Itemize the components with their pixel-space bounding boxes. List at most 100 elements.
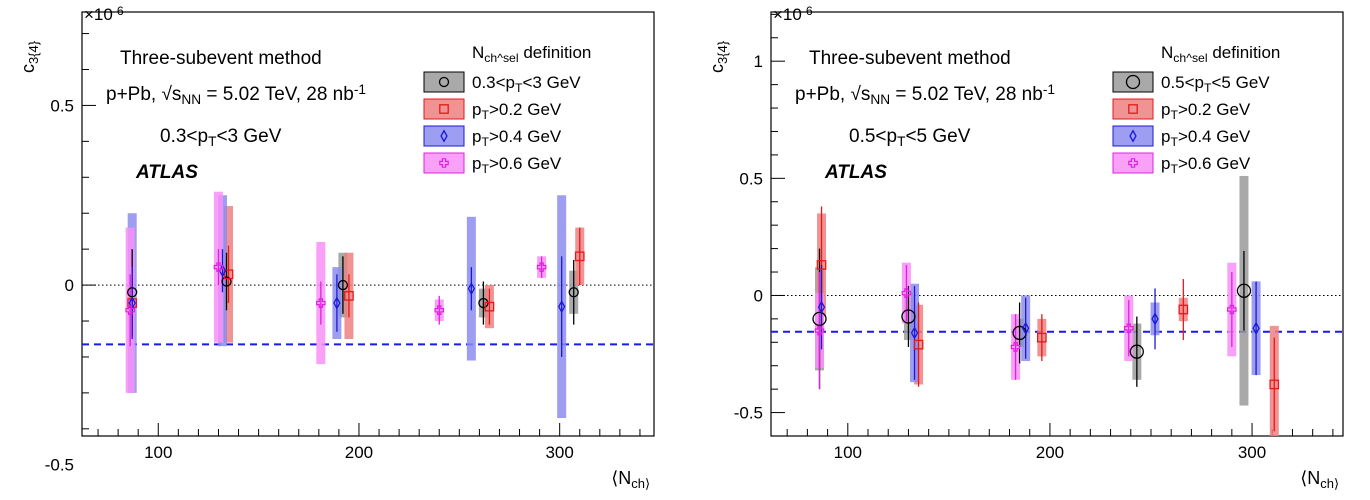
series-1-point (901, 309, 916, 324)
legend-entry-3: pT>0.4 GeV (1112, 125, 1251, 149)
legend-swatch (1112, 71, 1154, 93)
y-tick-label: -0.5 (734, 404, 763, 423)
series-3-point (467, 282, 476, 296)
x-tick-label: 100 (834, 443, 862, 462)
series-4-point (1010, 342, 1021, 352)
series-2-point (1036, 332, 1047, 343)
y-axis-title: c3{4} (707, 40, 730, 73)
annotation-pt-range: 0.3<pT<3 GeV (160, 126, 282, 149)
legend-swatch (423, 71, 465, 93)
plot-frame (770, 11, 1344, 437)
legend-label: pT>0.4 GeV (472, 127, 562, 149)
series-2-point (816, 260, 827, 270)
legend-label: pT>0.6 GeV (472, 154, 562, 176)
series-4-point (213, 262, 224, 272)
series-4-point (434, 305, 445, 316)
series-4-point (125, 305, 135, 316)
y-tick-label: 0 (65, 276, 74, 295)
series-3-point (1021, 321, 1030, 335)
legend-entry-2: pT>0.2 GeV (423, 98, 562, 122)
legend-label: pT>0.6 GeV (1161, 154, 1251, 176)
legend-label: pT>0.2 GeV (472, 100, 562, 122)
series-4-point (1227, 304, 1237, 315)
series-4-point (316, 298, 326, 308)
annotation-collision: p+Pb, √sNN = 5.02 TeV, 28 nb-1 (106, 82, 366, 107)
series-3-point (1151, 312, 1159, 326)
legend-marker (1125, 74, 1141, 90)
annotation-pt-range: 0.5<pT<5 GeV (849, 126, 971, 149)
x-axis-title: ⟨Nch⟩ (1300, 468, 1339, 491)
legend-marker (439, 104, 449, 114)
legend-swatch (1112, 98, 1154, 120)
legend-swatch (423, 152, 465, 174)
annotation-collision: p+Pb, √sNN = 5.02 TeV, 28 nb-1 (795, 82, 1055, 107)
series-3-point (557, 300, 566, 314)
series-1-point (568, 287, 579, 298)
legend-marker (439, 158, 449, 168)
y-exponent-label: ×10-6 (773, 4, 813, 24)
legend-label: pT>0.2 GeV (1161, 100, 1251, 122)
y-tick-label: 0 (754, 286, 763, 305)
series-1-point (1129, 344, 1144, 359)
legend-swatch (1112, 125, 1154, 147)
legend-marker (1129, 129, 1137, 143)
series-4-point (1123, 323, 1134, 334)
legend-marker (440, 129, 448, 143)
series-3-point (817, 300, 826, 314)
legend-marker (1128, 104, 1138, 114)
series-2-point (1269, 379, 1280, 390)
legend-entry-4: pT>0.6 GeV (1112, 152, 1251, 176)
data-area (125, 191, 585, 419)
series-4-point (536, 262, 547, 272)
series-3-point (333, 296, 341, 310)
series-1-point (1236, 283, 1252, 298)
y-tick-label: -0.5 (45, 456, 74, 475)
series-3-point (910, 326, 919, 340)
series-2-point (1178, 304, 1189, 315)
x-tick-label: 200 (1036, 443, 1064, 462)
legend-marker (1128, 158, 1138, 168)
legend-entry-1: 0.5<pT<5 GeV (1112, 71, 1270, 95)
legend-title: Nch^sel definition (1161, 43, 1280, 65)
legend-swatch (423, 98, 465, 120)
chart-panel-2: 100 200 300 -0.5 0 0.5 1 ×10-6 c3{4} ⟨Nch⟩ Three-s… (707, 4, 1344, 491)
legend-marker (438, 76, 450, 88)
legend-label: 0.5<pT<5 GeV (1161, 73, 1270, 95)
chart-panel-1: 100 200 300 -0.5 0 0.5 ×10-6 c3{4} ⟨Nch⟩ Three-su… (18, 4, 655, 491)
legend-label: pT>0.4 GeV (1161, 127, 1251, 149)
legend-entry-4: pT>0.6 GeV (423, 152, 562, 176)
legend-entry-3: pT>0.4 GeV (423, 125, 562, 149)
legend-title: Nch^sel definition (472, 43, 591, 65)
x-tick-label: 200 (345, 443, 373, 462)
series-2-point (913, 339, 924, 350)
series-2-point (574, 251, 585, 262)
series-3-point (1252, 321, 1260, 335)
legend-entry-1: 0.3<pT<3 GeV (423, 71, 581, 95)
y-tick-label: 0.5 (50, 96, 74, 115)
y-tick-label: 1 (754, 52, 763, 71)
annotation-method: Three-subevent method (809, 48, 1011, 69)
atlas-label: ATLAS (135, 162, 198, 183)
annotation-method: Three-subevent method (120, 48, 322, 69)
x-axis-title: ⟨Nch⟩ (611, 468, 650, 491)
series-1-point (337, 279, 349, 291)
legend-swatch (423, 125, 465, 147)
series-1-point (221, 276, 232, 287)
legend-swatch (1112, 152, 1154, 174)
x-tick-label: 100 (144, 443, 172, 462)
series-2-point (484, 301, 495, 312)
x-tick-label: 300 (1238, 443, 1266, 462)
x-tick-label: 300 (545, 443, 573, 462)
legend-entry-2: pT>0.2 GeV (1112, 98, 1251, 122)
y-exponent-label: ×10-6 (84, 4, 124, 24)
series-2-point (344, 291, 354, 301)
y-axis-title: c3{4} (18, 40, 41, 73)
series-4-point (901, 288, 912, 298)
series-4-point (814, 325, 825, 336)
series-1-point (812, 311, 827, 327)
plot-frame (81, 11, 655, 437)
legend-label: 0.3<pT<3 GeV (472, 73, 581, 95)
y-tick-label: 0.5 (739, 169, 763, 188)
atlas-label: ATLAS (824, 162, 887, 183)
